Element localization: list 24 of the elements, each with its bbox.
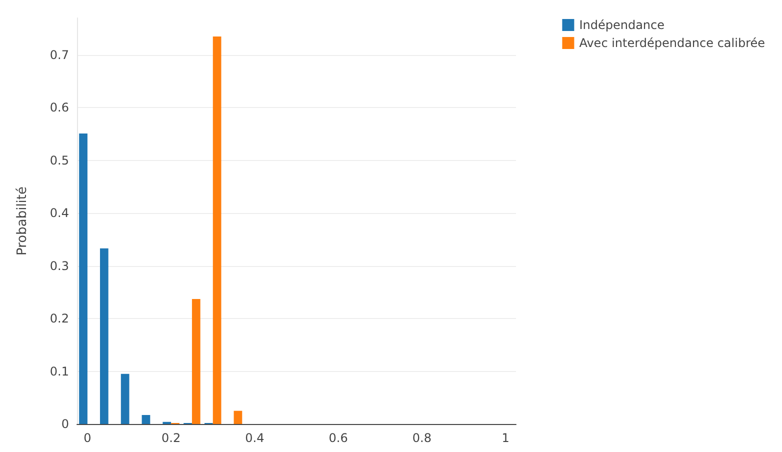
x-tick-label: 0 (84, 431, 92, 445)
y-tick-label: 0 (61, 417, 69, 431)
y-tick-label: 0.6 (50, 100, 69, 115)
y-axis-title: Probabilité (15, 186, 30, 256)
bar (79, 133, 88, 424)
bar (212, 36, 222, 424)
bar (142, 415, 150, 424)
y-tick-label: 0.2 (50, 312, 69, 326)
bar (234, 410, 242, 424)
x-tick-label: 0.2 (162, 431, 181, 445)
legend-label: Avec interdépendance calibrée (579, 36, 766, 50)
x-tick-label: 1 (502, 431, 510, 445)
y-tick-label: 0.3 (50, 258, 69, 273)
bar (192, 299, 200, 424)
x-tick-label: 0.4 (245, 431, 264, 445)
bar (100, 248, 108, 424)
x-tick-label: 0.6 (328, 431, 348, 445)
bar (120, 374, 130, 424)
y-tick-label: 0.5 (50, 153, 69, 168)
x-tick-label: 0.8 (412, 431, 432, 445)
y-tick-label: 0.4 (50, 206, 69, 220)
y-tick-label: 0.1 (50, 364, 69, 378)
y-tick-label: 0.7 (50, 48, 69, 62)
legend-label: Indépendance (579, 18, 665, 32)
